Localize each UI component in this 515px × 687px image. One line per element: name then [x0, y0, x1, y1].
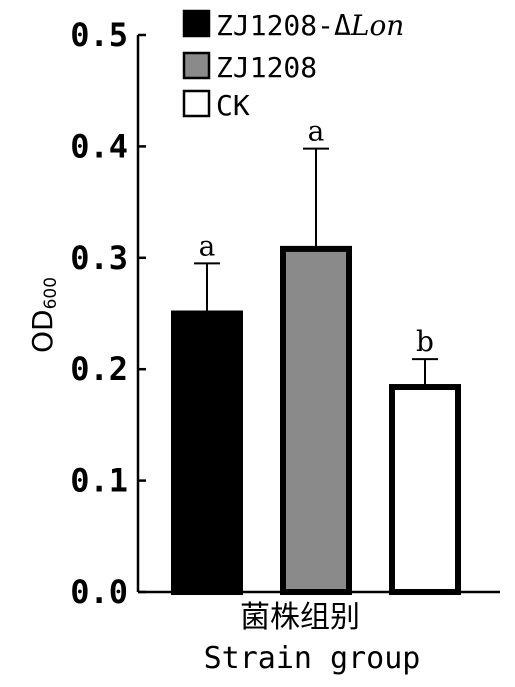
legend-swatch	[182, 51, 211, 80]
significance-label: a	[308, 115, 325, 148]
legend-label-italic: Lon	[350, 9, 404, 42]
y-tick-label: 0.5	[70, 16, 128, 54]
legend-swatch	[182, 89, 211, 118]
bar-3	[389, 384, 461, 595]
legend-label: ZJ1208-ΔLon	[216, 9, 404, 42]
y-tick-label: 0.1	[70, 462, 128, 500]
y-tick-label: 0.4	[70, 127, 128, 165]
y-tick-label: 0.0	[70, 573, 128, 611]
y-axis-title-subscript: 600	[41, 277, 61, 309]
legend-label-text: ZJ1208	[216, 51, 317, 84]
y-axis: 0.0 0.1 0.2 0.3 0.4 0.5	[70, 16, 146, 611]
legend-label-text: ZJ1208-Δ	[216, 9, 351, 42]
y-axis-title-main: OD	[26, 309, 59, 353]
bar-1	[171, 310, 243, 595]
bar-2	[280, 245, 352, 595]
significance-label: b	[416, 325, 434, 358]
legend: ZJ1208-ΔLon ZJ1208 CK	[182, 9, 404, 122]
legend-label-text: CK	[216, 89, 250, 122]
legend-swatch	[182, 9, 211, 38]
y-axis-title: OD600	[26, 277, 61, 353]
y-tick-label: 0.2	[70, 350, 128, 388]
y-tick-label: 0.3	[70, 239, 128, 277]
legend-label: ZJ1208	[216, 51, 317, 84]
bars: a a b	[171, 115, 461, 595]
x-axis-title-en: Strain group	[204, 641, 421, 676]
x-axis-title-cn: 菌株组别	[240, 600, 360, 635]
significance-label: a	[199, 229, 216, 262]
legend-label: CK	[216, 89, 250, 122]
